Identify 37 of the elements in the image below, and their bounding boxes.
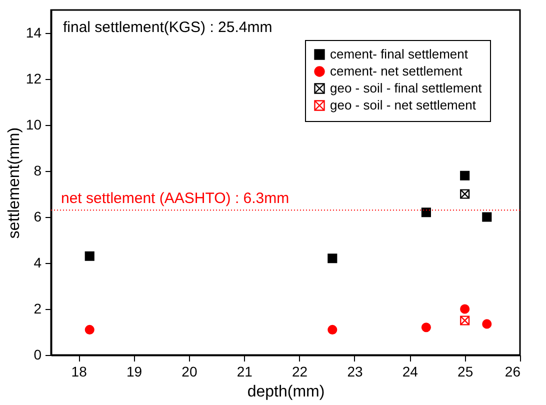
x-tick-label: 18 xyxy=(71,364,88,380)
y-tick-label: 8 xyxy=(34,162,42,178)
ref-line-label: net settlement (AASHTO) : 6.3mm xyxy=(61,190,290,208)
point xyxy=(328,254,338,264)
x-tick-label: 20 xyxy=(182,364,198,380)
point xyxy=(421,208,431,218)
point xyxy=(482,212,492,222)
point xyxy=(460,316,470,326)
y-axis-title: settlement(mm) xyxy=(6,127,23,239)
point xyxy=(460,304,470,314)
x-tick-label: 22 xyxy=(292,364,308,380)
point xyxy=(328,324,338,334)
x-tick-label: 25 xyxy=(458,364,474,380)
y-tick-label: 6 xyxy=(34,208,42,224)
point xyxy=(421,322,431,332)
point xyxy=(482,319,492,329)
x-tick-label: 19 xyxy=(126,364,142,380)
y-tick-label: 2 xyxy=(34,300,42,316)
x-tick-label: 24 xyxy=(402,364,418,380)
legend-label: cement- final settlement xyxy=(330,46,468,62)
point xyxy=(460,189,470,199)
x-tick-label: 23 xyxy=(347,364,363,380)
y-tick-label: 12 xyxy=(26,70,42,86)
y-tick-label: 0 xyxy=(34,346,42,362)
x-axis-title: depth(mm) xyxy=(247,384,325,400)
y-tick-label: 14 xyxy=(26,24,42,40)
legend-label: geo - soil - final settlement xyxy=(330,80,482,96)
point xyxy=(84,251,94,261)
x-tick-label: 21 xyxy=(236,364,253,380)
x-tick-label: 26 xyxy=(504,364,521,380)
legend-label: cement- net settlement xyxy=(330,64,463,78)
annotation: final settlement(KGS) : 25.4mm xyxy=(63,19,272,36)
point xyxy=(84,324,94,334)
y-tick-label: 4 xyxy=(34,254,42,270)
point xyxy=(460,170,470,180)
legend-label: geo - soil - net settlement xyxy=(330,98,476,112)
y-tick-label: 10 xyxy=(26,116,42,132)
